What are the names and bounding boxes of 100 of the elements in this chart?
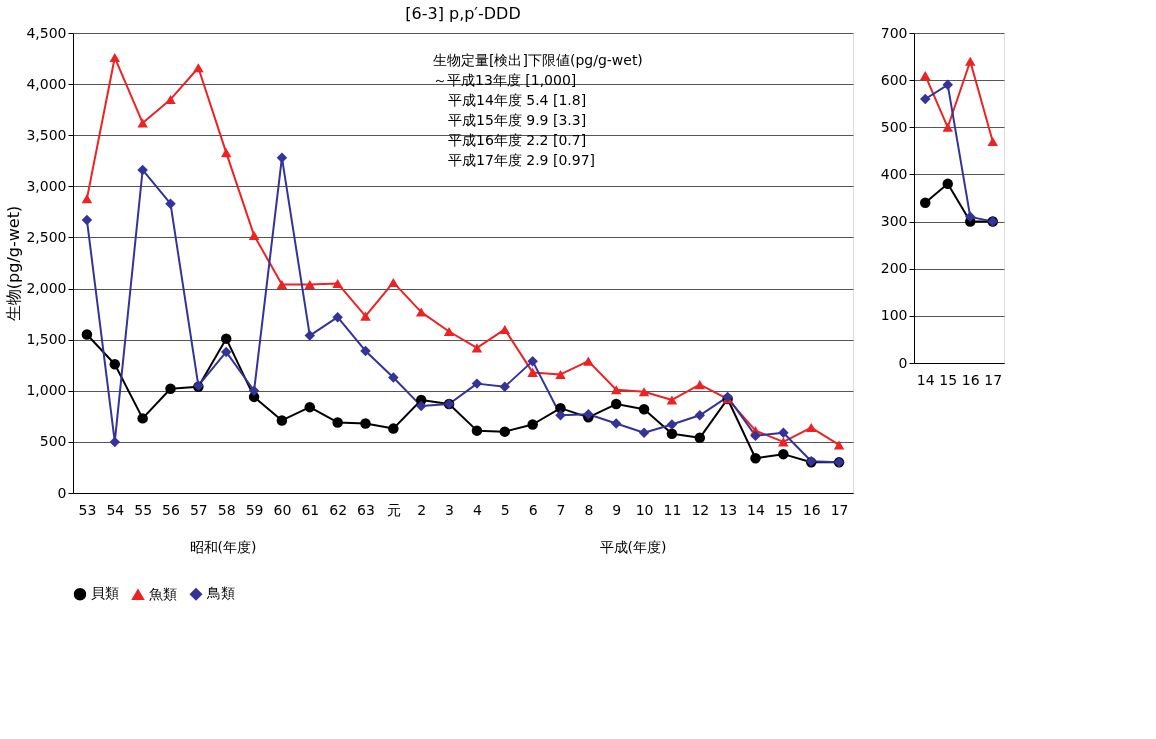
point	[942, 178, 953, 190]
text: 平成(年度)	[599, 539, 667, 555]
x-tick-label: 4	[472, 501, 482, 518]
point	[165, 198, 176, 209]
point	[750, 430, 761, 441]
point	[527, 419, 538, 430]
y-tick-label: 2,000	[26, 280, 67, 297]
point	[360, 311, 371, 321]
y-tick-label: 300	[880, 213, 908, 230]
point	[109, 52, 121, 63]
point	[694, 380, 706, 390]
point	[555, 410, 566, 421]
point	[360, 418, 371, 429]
point	[694, 432, 706, 444]
point	[471, 425, 483, 436]
point	[987, 136, 998, 146]
point	[527, 367, 538, 377]
y-tick-label: 500	[39, 433, 67, 450]
x-tick-label: 17	[984, 371, 1003, 388]
chart-title: [6-3] p,p′-DDD	[405, 4, 521, 23]
x-tick-label: 56	[162, 501, 180, 518]
y-tick-label: 1,500	[26, 331, 67, 348]
point	[750, 453, 761, 464]
annotation: ～平成13年度 [1,000]	[433, 72, 577, 88]
x-tick-label: 15	[939, 371, 958, 388]
point	[527, 355, 538, 367]
point	[388, 372, 399, 383]
y-axis-title: 生物(pg/g-wet)	[4, 205, 24, 322]
point	[248, 230, 260, 240]
x-tick-label: 59	[245, 501, 264, 518]
point	[137, 413, 148, 424]
y-tick-label: 500	[880, 118, 908, 135]
point	[304, 279, 316, 290]
y-tick-label: 700	[880, 24, 908, 41]
point	[920, 70, 931, 80]
x-tick-label: 57	[189, 501, 208, 518]
point	[471, 378, 483, 389]
point	[220, 148, 232, 158]
x-tick-label: 12	[691, 501, 710, 518]
point	[666, 428, 678, 439]
point	[276, 279, 288, 290]
point	[942, 122, 953, 132]
legend-label: 貝類	[91, 585, 119, 602]
y-tick-label: 3,500	[26, 126, 67, 143]
point	[193, 63, 204, 73]
point	[555, 369, 566, 379]
x-tick-label: 55	[134, 501, 153, 518]
point	[499, 381, 511, 392]
point	[276, 152, 288, 163]
legend-label: 魚類	[149, 585, 177, 602]
point	[499, 426, 511, 437]
x-tick-label: 61	[301, 501, 320, 518]
y-tick-label: 100	[880, 307, 908, 324]
point	[248, 385, 260, 397]
x-tick-label: 2	[417, 501, 427, 518]
x-tick-label: 5	[500, 501, 510, 518]
x-tick-label: 元	[386, 501, 401, 518]
y-tick-label: 4,000	[26, 75, 67, 92]
y-tick-label: 1,000	[26, 382, 67, 399]
x-tick-label: 54	[106, 501, 125, 518]
x-tick-label: 3	[445, 501, 455, 518]
x-tick-label: 13	[719, 501, 738, 518]
x-tick-label: 62	[329, 501, 348, 518]
x-tick-label: 14	[916, 371, 935, 388]
point	[805, 423, 817, 433]
x-tick-label: 16	[802, 501, 821, 518]
point	[965, 56, 976, 66]
point	[332, 311, 343, 323]
point	[81, 329, 93, 340]
y-tick-label: 200	[880, 260, 908, 277]
point	[332, 417, 343, 428]
y-tick-label: 400	[880, 165, 908, 182]
x-tick-label: 9	[612, 501, 622, 518]
point	[388, 277, 399, 287]
point	[304, 330, 316, 341]
point	[471, 343, 483, 353]
point	[415, 307, 427, 317]
point	[666, 395, 678, 405]
point	[583, 356, 594, 366]
y-tick-label: 2,500	[26, 228, 67, 245]
point	[610, 418, 622, 429]
point	[920, 93, 931, 105]
point	[942, 79, 953, 91]
x-tick-label: 60	[273, 501, 292, 518]
x-tick-label: 11	[663, 501, 682, 518]
x-tick-label: 17	[830, 501, 849, 518]
point	[388, 423, 399, 434]
x-tick-label: 16	[961, 371, 980, 388]
x-tick-label: 7	[556, 501, 566, 518]
point	[638, 427, 650, 438]
point	[638, 403, 650, 415]
annotation: 平成15年度 9.9 [3.3]	[448, 112, 587, 128]
y-tick-label: 0	[898, 354, 908, 371]
y-tick-label: 600	[880, 71, 908, 88]
point	[443, 326, 455, 337]
point	[304, 401, 316, 413]
point	[499, 324, 511, 334]
point	[694, 410, 706, 421]
point	[833, 440, 845, 450]
annotation: 生物定量[検出]下限値(pg/g-wet)	[433, 52, 643, 68]
